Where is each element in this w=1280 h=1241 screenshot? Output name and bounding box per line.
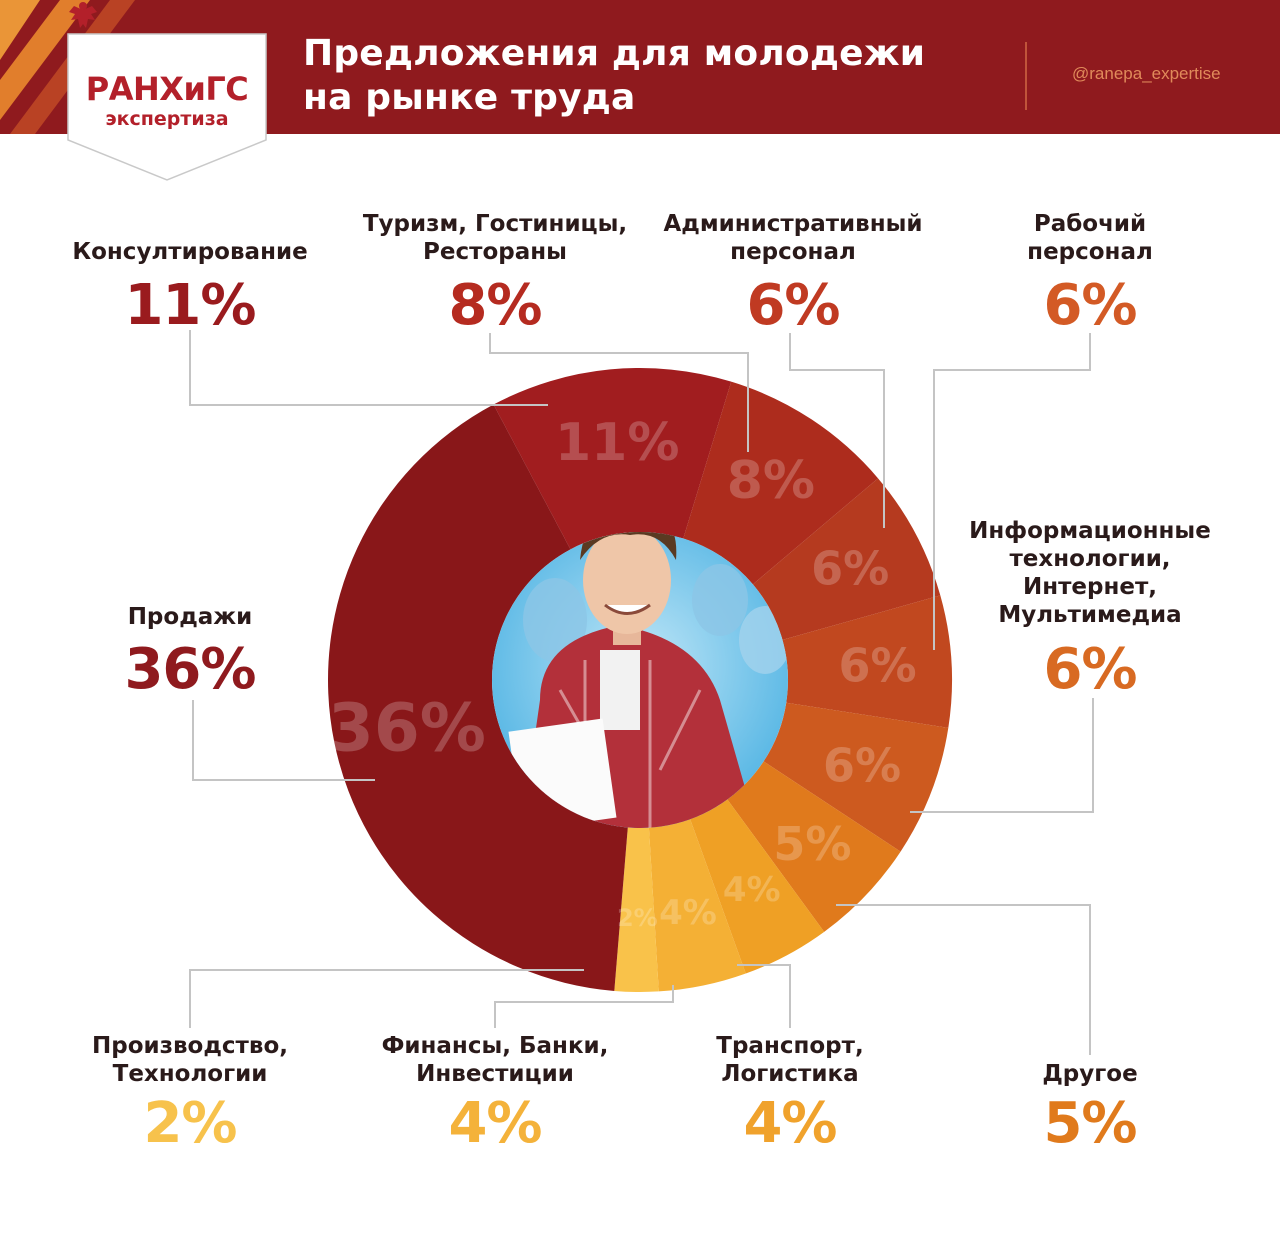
donut-slice-label: 6% [811,541,889,595]
page-title: Предложения для молодежи на рынке труда [303,32,925,120]
donut-slice [763,702,949,852]
callout-connector-line [789,333,885,528]
donut-slice-label: 8% [727,451,815,511]
donut-slice [648,819,746,992]
donut-slice-label: 4% [659,893,717,933]
header-divider [1025,42,1027,110]
donut-slice [782,595,952,728]
donut-slice-label: 5% [773,817,851,871]
callout-pct-workers: 6% [1043,273,1137,338]
callout-pct-finance: 4% [448,1091,542,1156]
donut-slice [683,381,879,585]
callout-pct-consulting: 11% [124,273,256,338]
callout-label-it: Информационные технологии, Интернет, Мульти… [969,518,1211,628]
donut-slice-label: 11% [555,413,679,473]
callout-label-other: Другое [1042,1061,1138,1087]
callout-label-sales: Продажи [127,604,253,630]
donut-slice-labels: 11%8%6%6%6%5%4%4%2%36% [328,413,917,933]
callout-label-finance: Финансы, Банки, Инвестиции [381,1033,609,1087]
logo-subtitle: экспертиза [105,108,229,130]
donut-slice [690,799,825,974]
donut-slice-label: 6% [839,639,917,693]
logo-badge: РАНХиГС экспертиза [66,0,268,181]
callout-connector-line [192,700,375,781]
callout-label-transport: Транспорт, Логистика [716,1033,864,1087]
callout-connector-line [737,964,791,1028]
page-title-line-2: на рынке труда [303,77,636,118]
donut-slice [752,478,941,640]
callout-label-production: Производство, Технологии [92,1033,288,1087]
callout-pct-production: 2% [143,1091,237,1156]
callout-label-tourism: Туризм, Гостиницы, Рестораны [362,211,628,265]
donut-slice-label: 6% [823,739,901,793]
callout-pct-it: 6% [1043,637,1137,702]
callout-label-admin: Административный персонал [663,211,923,265]
callout-pct-other: 5% [1043,1091,1137,1156]
donut-slice [614,827,659,992]
callout-connectors [189,330,1094,1055]
callout-label-workers: Рабочий персонал [1027,211,1153,265]
donut-slice [493,368,732,550]
callout-connector-line [494,985,674,1028]
logo-name: РАНХиГС [85,70,249,108]
callout-pct-tourism: 8% [448,273,542,338]
social-handle[interactable]: @ranepa_expertise [1072,64,1221,83]
callout-pct-transport: 4% [743,1091,837,1156]
callout-connector-line [910,698,1094,813]
callout-connector-line [489,333,749,452]
donut-slice-label: 2% [617,904,658,932]
callout-label-consulting: Консултирование [72,239,308,265]
eagle-emblem-icon [69,2,97,28]
center-photo [492,532,788,828]
callout-pct-admin: 6% [746,273,840,338]
donut-slice-label: 4% [723,870,781,910]
donut-slice [328,404,628,991]
donut-slices [328,368,952,992]
callout-connector-line [933,333,1091,650]
callout-connector-line [189,330,548,406]
callout-pct-sales: 36% [124,637,256,702]
callout-connector-line [836,904,1091,1055]
page-title-line-1: Предложения для молодежи [303,33,926,74]
donut-slice [727,761,901,932]
callout-connector-line [189,969,584,1028]
donut-slice-label: 36% [328,690,486,767]
